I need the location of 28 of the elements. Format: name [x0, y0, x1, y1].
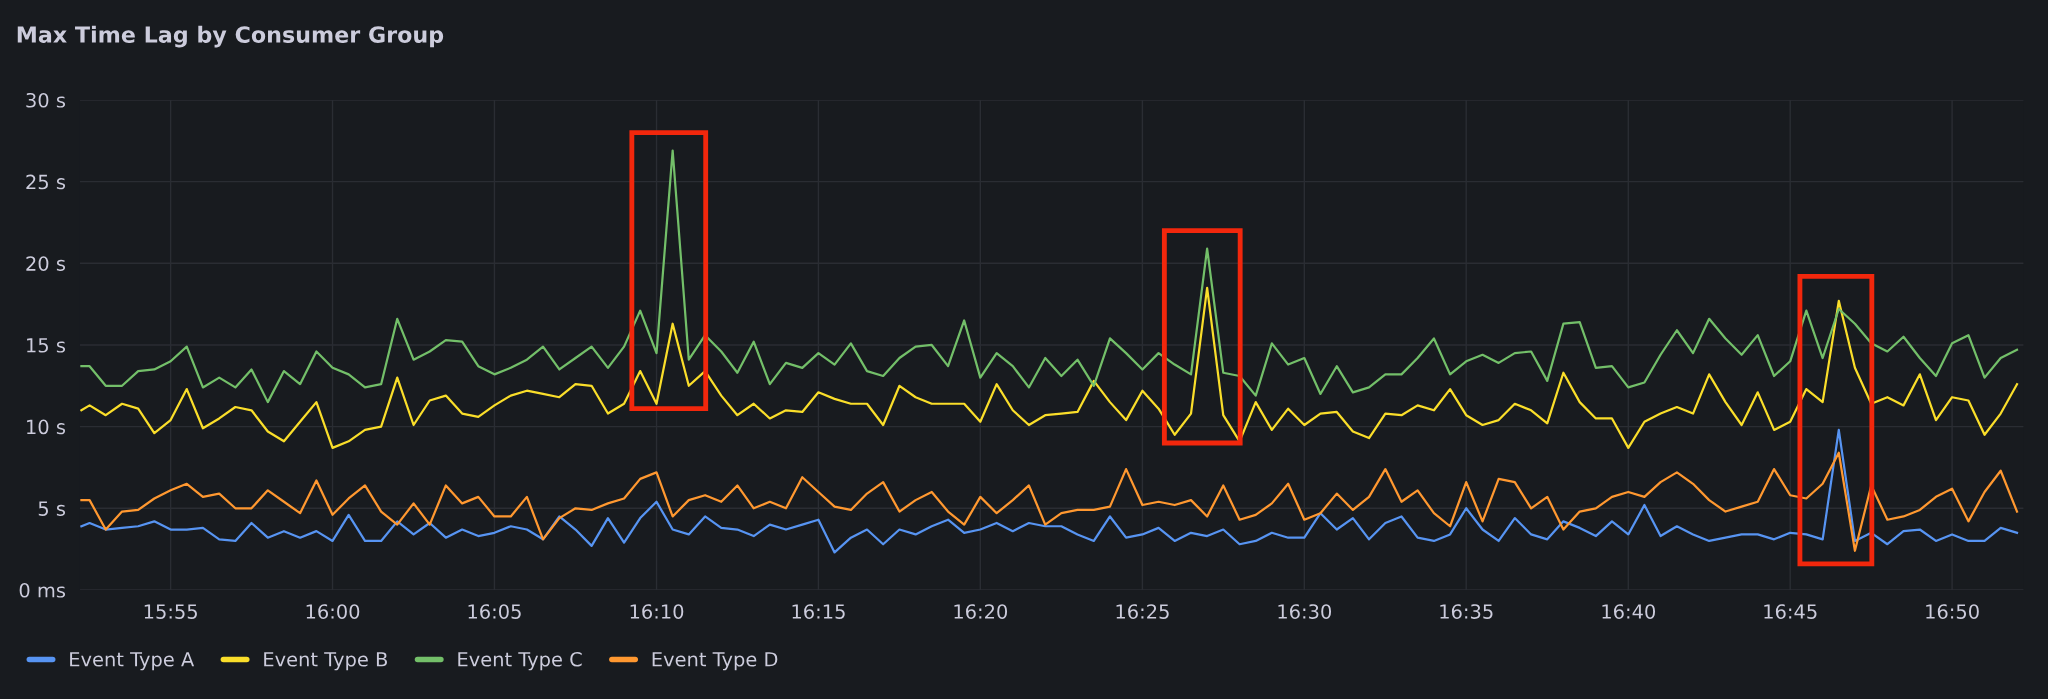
line-series — [80, 451, 2019, 552]
x-tick-label: 16:20 — [954, 604, 1008, 619]
y-tick-label: 5 s — [38, 501, 66, 516]
x-tick-label: 16:45 — [1764, 604, 1817, 619]
x-tick-label: 16:05 — [468, 604, 521, 619]
legend-label: Event Type C — [458, 651, 582, 671]
x-tick-label: 15:55 — [144, 604, 197, 619]
y-tick-label: 0 ms — [19, 582, 66, 598]
x-tick-label: 16:10 — [630, 604, 684, 619]
legend-label: Event Type B — [264, 652, 387, 671]
legend-label: Event Type D — [652, 652, 778, 671]
y-tick-label: 15 s — [27, 338, 66, 353]
legend-label: Event Type A — [70, 652, 195, 671]
chart-title: Max Time Lag by Consumer Group — [17, 25, 444, 48]
y-tick-label: 10 s — [27, 419, 66, 435]
x-tick-label: 16:00 — [306, 604, 360, 619]
x-tick-label: 16:25 — [1116, 604, 1169, 619]
line-series — [80, 149, 2019, 404]
y-tick-label: 30 s — [26, 92, 66, 108]
line-series — [80, 428, 2019, 554]
x-tick-label: 16:15 — [792, 604, 845, 619]
x-tick-label: 16:30 — [1278, 604, 1332, 619]
x-tick-label: 16:50 — [1926, 604, 1979, 619]
line-series — [80, 286, 2019, 449]
y-tick-label: 25 s — [26, 174, 66, 190]
y-tick-label: 20 s — [26, 256, 66, 271]
x-tick-label: 16:40 — [1602, 604, 1656, 619]
x-tick-label: 16:35 — [1440, 604, 1493, 619]
